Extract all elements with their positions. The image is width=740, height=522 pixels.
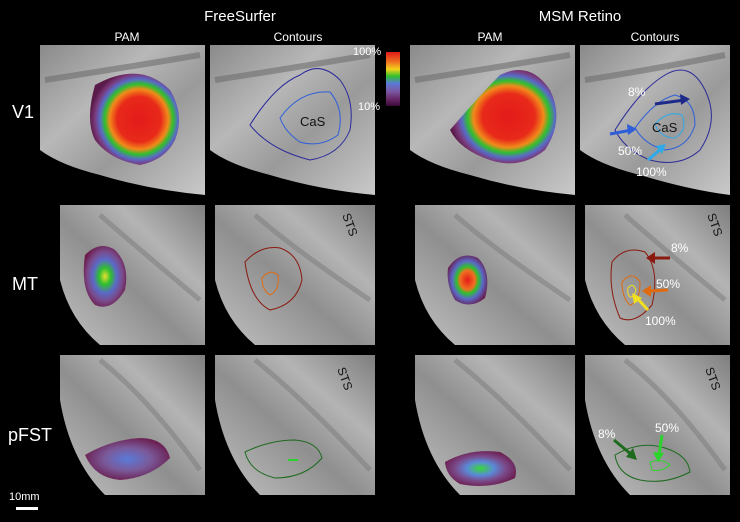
panel-mt-msm-pam (415, 205, 575, 345)
colorbar-max-label: 100% (353, 46, 381, 58)
panel-v1-freesurfer-contours: CaS (210, 45, 375, 195)
group-title-freesurfer: FreeSurfer (204, 8, 276, 25)
panel-v1-freesurfer-pam (40, 45, 205, 195)
scale-bar: 10mm (9, 491, 40, 510)
panel-pfst-freesurfer-pam (60, 355, 205, 495)
panel-pfst-freesurfer-contours: STS (215, 355, 375, 495)
row-label-v1: V1 (12, 102, 35, 122)
panel-mt-freesurfer-pam (60, 205, 205, 345)
pfst-label-8: 8% (598, 427, 616, 441)
mt-label-50: 50% (656, 277, 680, 291)
v1-label-50: 50% (618, 144, 642, 158)
mt-label-100: 100% (645, 314, 676, 328)
panel-mt-freesurfer-contours: STS (215, 205, 375, 345)
column-title-pam-freesurfer: PAM (114, 30, 140, 44)
row-label-mt: MT (12, 274, 38, 294)
column-title-pam-msm: PAM (477, 30, 503, 44)
v1-label-100: 100% (636, 165, 667, 179)
panel-pfst-msm-contours: STS 8% 50% (585, 355, 730, 495)
mt-label-8: 8% (671, 241, 689, 255)
v1-label-8: 8% (628, 85, 646, 99)
panel-v1-msm-pam (410, 45, 575, 195)
colorbar-legend: 100% 10% (353, 46, 400, 113)
scale-bar-label: 10mm (9, 491, 40, 503)
column-title-contours-freesurfer: Contours (273, 30, 323, 44)
colorbar-min-label: 10% (358, 101, 380, 113)
row-label-pfst: pFST (8, 425, 53, 445)
pfst-label-50: 50% (655, 421, 679, 435)
column-title-contours-msm: Contours (630, 30, 680, 44)
panel-pfst-msm-pam (415, 355, 575, 495)
cas-label-msm: CaS (652, 120, 678, 135)
group-title-msm-retino: MSM Retino (538, 8, 622, 25)
cas-label-freesurfer: CaS (300, 114, 326, 129)
panel-v1-msm-contours: CaS 8% 50% 100% (580, 45, 730, 195)
panel-mt-msm-contours: STS 8% 50% 100% (585, 205, 730, 345)
